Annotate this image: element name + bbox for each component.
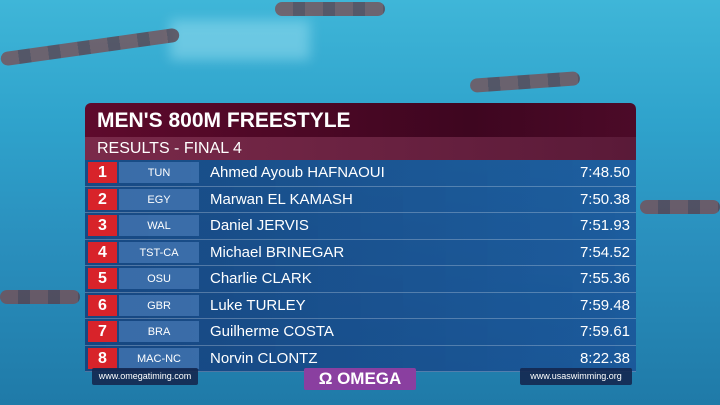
result-row: 2 EGY Marwan EL KAMASH 7:50.38 — [85, 186, 636, 213]
lane-rope — [0, 27, 181, 67]
lane-rope — [469, 71, 581, 93]
swimmer-name: Guilherme COSTA — [210, 323, 334, 340]
rank: 7 — [88, 321, 117, 342]
time: 7:50.38 — [579, 190, 630, 208]
time: 7:55.36 — [579, 270, 630, 287]
rank: 2 — [88, 188, 117, 210]
rank: 6 — [88, 294, 117, 316]
country: EGY — [119, 188, 199, 210]
subtitle: RESULTS - FINAL 4 — [85, 137, 636, 160]
country: TST-CA — [119, 241, 199, 263]
country: MAC-NC — [119, 347, 199, 369]
logo: Ω OMEGA — [304, 368, 416, 390]
country: BRA — [119, 321, 199, 342]
result-row: 8 MAC-NC Norvin CLONTZ 8:22.38 — [85, 345, 636, 372]
result-row: 1 TUN Ahmed Ayoub HAFNAOUI 7:48.50 — [85, 160, 636, 187]
lane-rope — [640, 200, 720, 214]
rank: 5 — [88, 268, 117, 289]
results-table: 1 TUN Ahmed Ayoub HAFNAOUI 7:48.50 2 EGY Marwa… — [85, 160, 636, 372]
time: 8:22.38 — [579, 349, 630, 367]
rank: 3 — [88, 215, 117, 236]
time: 7:51.93 — [579, 217, 630, 234]
lane-rope — [0, 290, 80, 304]
logo-text: OMEGA — [337, 369, 402, 388]
title: MEN'S 800M FREESTYLE — [85, 103, 636, 137]
swimmer-name: Ahmed Ayoub HAFNAOUI — [210, 164, 385, 181]
country: TUN — [119, 162, 199, 183]
footer-left: www.omegatiming.com — [92, 368, 198, 385]
logo-symbol: Ω — [318, 369, 333, 388]
light — [170, 20, 310, 60]
result-row: 3 WAL Daniel JERVIS 7:51.93 — [85, 213, 636, 240]
result-row: 5 OSU Charlie CLARK 7:55.36 — [85, 266, 636, 293]
rank: 8 — [88, 347, 117, 369]
rank: 4 — [88, 241, 117, 263]
country: OSU — [119, 268, 199, 289]
country: GBR — [119, 294, 199, 316]
time: 7:59.48 — [579, 296, 630, 314]
time: 7:48.50 — [579, 164, 630, 181]
swimmer-name: Michael BRINEGAR — [210, 243, 345, 261]
swimmer-name: Charlie CLARK — [210, 270, 312, 287]
lane-rope — [275, 2, 385, 16]
result-row: 6 GBR Luke TURLEY 7:59.48 — [85, 292, 636, 319]
swimmer-name: Norvin CLONTZ — [210, 349, 318, 367]
footer-right: www.usaswimming.org — [520, 368, 632, 385]
swimmer-name: Daniel JERVIS — [210, 217, 309, 234]
country: WAL — [119, 215, 199, 236]
results-panel: MEN'S 800M FREESTYLE RESULTS - FINAL 4 1… — [85, 103, 636, 372]
time: 7:54.52 — [579, 243, 630, 261]
swimmer-name: Marwan EL KAMASH — [210, 190, 353, 208]
rank: 1 — [88, 162, 117, 183]
swimmer-name: Luke TURLEY — [210, 296, 306, 314]
time: 7:59.61 — [579, 323, 630, 340]
result-row: 4 TST-CA Michael BRINEGAR 7:54.52 — [85, 239, 636, 266]
result-row: 7 BRA Guilherme COSTA 7:59.61 — [85, 319, 636, 346]
